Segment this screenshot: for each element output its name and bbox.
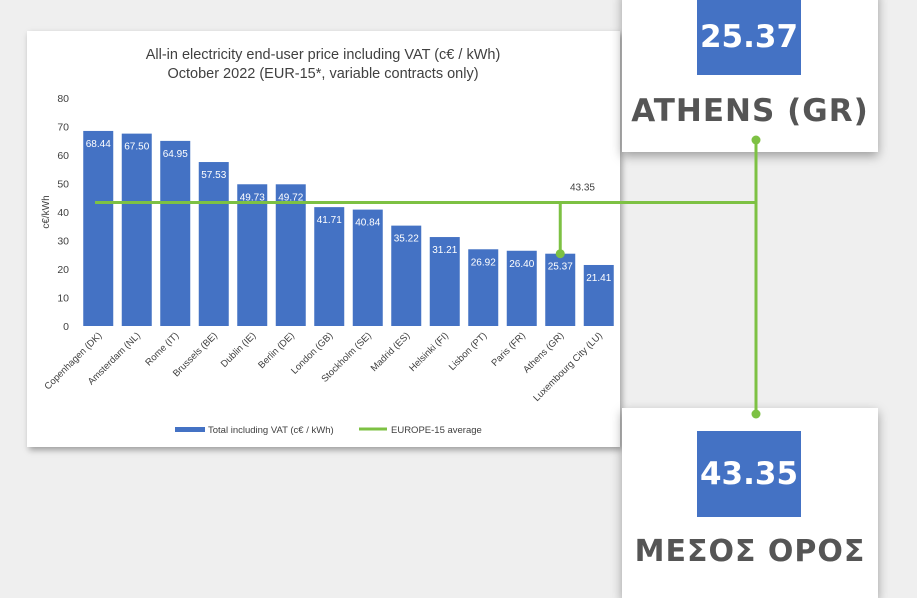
bar [429,237,460,326]
bar-value-label: 40.84 [355,218,380,229]
bar-value-label: 25.37 [548,262,573,273]
x-tick-label: Paris (FR) [489,330,527,368]
x-tick-label: Helsinki (FI) [407,330,451,374]
y-tick-label: 60 [57,150,69,162]
athens-value: 25.37 [697,0,801,75]
bar [275,184,306,326]
bar [198,162,229,326]
bar [314,207,345,326]
bar-value-label: 41.71 [317,215,342,226]
legend-label-line: EUROPE-15 average [391,425,482,436]
y-tick-label: 40 [57,207,69,219]
y-tick-label: 0 [63,321,69,333]
y-tick-label: 30 [57,236,69,248]
chart-subtitle: October 2022 (EUR-15*, variable contract… [167,66,478,82]
y-tick-label: 70 [57,122,69,134]
bar-value-label: 26.40 [509,259,534,270]
bar-value-label: 67.50 [124,142,149,153]
bar [160,140,191,326]
bar [121,133,152,326]
x-tick-label: Luxembourg City (LU) [531,330,604,403]
y-tick-label: 80 [57,93,69,105]
bar [506,250,537,326]
bar [237,184,268,326]
legend-swatch-bar [175,427,205,432]
bar-value-label: 26.92 [471,257,496,268]
x-tick-label: Dublin (IE) [219,330,259,370]
y-tick-label: 50 [57,179,69,191]
bar [352,209,383,326]
athens-card: 25.37 ATHENS (GR) [622,0,878,152]
legend-label-bar: Total including VAT (c€ / kWh) [208,425,334,436]
bar [83,130,114,326]
athens-label: ATHENS (GR) [631,93,869,129]
y-tick-label: 10 [57,293,69,305]
bar-value-label: 64.95 [163,149,188,160]
bar-value-label: 68.44 [86,139,111,150]
y-tick-label: 20 [57,264,69,276]
chart-title: All-in electricity end-user price includ… [146,47,501,63]
x-tick-label: Madrid (ES) [369,330,413,374]
average-value: 43.35 [697,431,801,517]
average-card: 43.35 ΜΕΣΟΣ ΟΡΟΣ [622,408,878,598]
x-tick-label: Lisbon (PT) [447,330,490,373]
y-axis-label: c€/kWh [41,195,52,228]
average-label: ΜΕΣΟΣ ΟΡΟΣ [634,534,866,569]
bar [468,249,499,326]
bar-value-label: 21.41 [586,273,611,284]
bar-value-label: 49.73 [240,192,265,203]
bar-value-label: 49.72 [278,192,303,203]
x-tick-label: Berlin (DE) [256,330,297,371]
bar [545,253,576,326]
bar-value-label: 31.21 [432,245,457,256]
bar [391,225,422,326]
bar [583,264,614,326]
x-tick-label: Rome (IT) [143,330,181,368]
average-label: 43.35 [570,182,595,193]
chart-card: All-in electricity end-user price includ… [27,31,620,447]
bar-chart: All-in electricity end-user price includ… [41,47,614,436]
bar-value-label: 35.22 [394,234,419,245]
bar-value-label: 57.53 [201,170,226,181]
